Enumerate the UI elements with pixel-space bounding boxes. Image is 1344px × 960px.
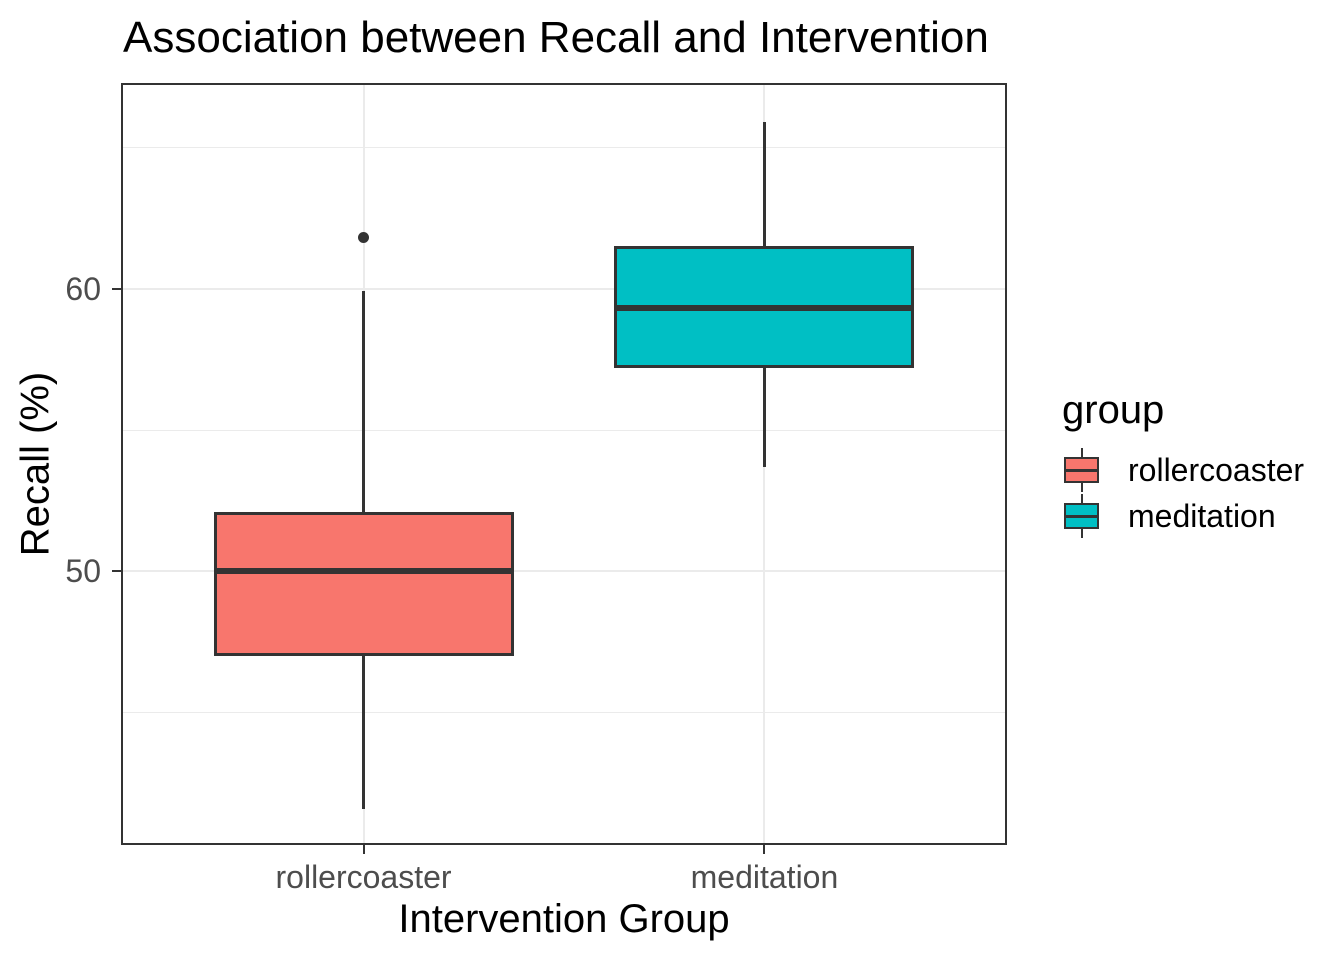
legend-entry-rollercoaster: rollercoaster — [1062, 447, 1304, 493]
y-tick-label: 50 — [65, 553, 101, 590]
outlier-point — [358, 232, 370, 244]
whisker-upper — [362, 291, 366, 513]
gridline-minor — [123, 146, 1005, 148]
legend-key-median-line — [1064, 468, 1099, 472]
y-tick-mark — [112, 287, 121, 290]
whisker-upper — [762, 121, 766, 247]
x-axis-title: Intervention Group — [398, 897, 730, 941]
median-line — [614, 305, 915, 312]
whisker-lower — [362, 656, 366, 810]
y-axis-title: Recall (%) — [13, 371, 58, 557]
legend-key-boxplot-icon — [1062, 494, 1102, 538]
x-tick-label-rollercoaster: rollercoaster — [275, 859, 452, 895]
gridline-major — [123, 287, 1005, 290]
legend-label-meditation: meditation — [1128, 497, 1276, 534]
box-rollercoaster — [213, 512, 514, 657]
legend-key-boxplot-icon — [1062, 448, 1102, 492]
y-tick-mark — [112, 570, 121, 573]
legend-title: group — [1062, 388, 1165, 432]
legend-entry-meditation: meditation — [1062, 493, 1304, 539]
gridline-minor — [123, 429, 1005, 431]
y-tick-label: 60 — [65, 270, 101, 307]
plot-panel — [121, 83, 1007, 845]
chart-title: Association between Recall and Intervent… — [123, 13, 989, 62]
legend-label-rollercoaster: rollercoaster — [1128, 451, 1305, 488]
legend: group rollercoaster meditation — [1062, 386, 1304, 539]
x-tick-mark — [763, 845, 766, 854]
legend-entries: rollercoaster meditation — [1062, 447, 1304, 539]
x-axis: rollercoaster meditation — [123, 845, 1005, 935]
x-tick-label-meditation: meditation — [690, 859, 839, 895]
gridline-minor — [123, 712, 1005, 714]
legend-key-median-line — [1064, 514, 1099, 518]
x-tick-mark — [362, 845, 365, 854]
y-axis: 50 60 — [0, 85, 121, 843]
whisker-lower — [762, 367, 766, 467]
median-line — [213, 568, 514, 575]
gridline-major — [123, 570, 1005, 573]
